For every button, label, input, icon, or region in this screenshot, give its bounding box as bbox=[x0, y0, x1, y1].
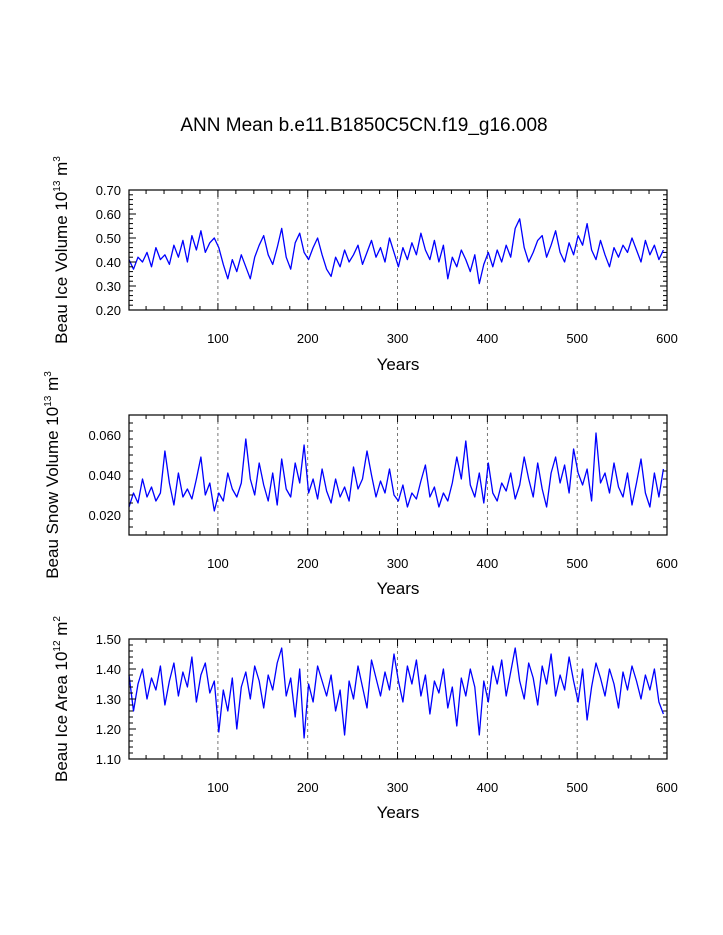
x-tick-label: 300 bbox=[387, 556, 409, 571]
y-axis-title: Beau Snow Volume 1013 m3 bbox=[43, 371, 62, 579]
x-axis-title: Years bbox=[377, 803, 420, 822]
y-tick-label: 1.10 bbox=[96, 752, 121, 767]
y-tick-label: 1.50 bbox=[96, 632, 121, 647]
x-tick-label: 100 bbox=[207, 556, 229, 571]
y-tick-label: 0.50 bbox=[96, 231, 121, 246]
x-tick-label: 400 bbox=[477, 556, 499, 571]
panel-beau-snow-volume: Years Beau Snow Volume 1013 m3 100 200 300… bbox=[43, 371, 678, 598]
x-tick-label: 400 bbox=[477, 780, 499, 795]
y-tick-label: 1.40 bbox=[96, 662, 121, 677]
y-tick-label: 0.060 bbox=[88, 428, 121, 443]
x-tick-label: 600 bbox=[656, 780, 678, 795]
plot-frame bbox=[128, 638, 668, 760]
series-line bbox=[128, 218, 664, 285]
x-tick-label: 400 bbox=[477, 331, 499, 346]
y-axis-title: Beau Ice Volume 1013 m3 bbox=[52, 156, 71, 344]
x-tick-label: 600 bbox=[656, 331, 678, 346]
figure-title: ANN Mean b.e11.B1850C5CN.f19_g16.008 bbox=[180, 115, 547, 136]
y-tick-label: 0.70 bbox=[96, 183, 121, 198]
x-axis-title: Years bbox=[377, 579, 420, 598]
y-axis-title: Beau Ice Area 1012 m2 bbox=[52, 616, 71, 782]
panel-beau-ice-volume: Years Beau Ice Volume 1013 m3 100 200 300 4… bbox=[52, 156, 678, 374]
x-tick-label: 200 bbox=[297, 556, 319, 571]
y-tick-label: 0.60 bbox=[96, 207, 121, 222]
plot-frame bbox=[128, 414, 668, 536]
y-tick-label: 1.30 bbox=[96, 692, 121, 707]
series-line bbox=[128, 432, 665, 512]
x-tick-label: 200 bbox=[297, 780, 319, 795]
x-tick-label: 500 bbox=[566, 331, 588, 346]
x-tick-label: 100 bbox=[207, 331, 229, 346]
y-tick-label: 0.20 bbox=[96, 303, 121, 318]
x-tick-label: 500 bbox=[566, 780, 588, 795]
series-line bbox=[128, 647, 665, 739]
x-tick-label: 100 bbox=[207, 780, 229, 795]
x-tick-label: 600 bbox=[656, 556, 678, 571]
y-tick-label: 0.30 bbox=[96, 279, 121, 294]
x-tick-label: 300 bbox=[387, 331, 409, 346]
panel-beau-ice-area: Years Beau Ice Area 1012 m2 100 200 300 400… bbox=[52, 616, 678, 822]
plot-frame bbox=[128, 189, 668, 311]
y-tick-label: 0.40 bbox=[96, 255, 121, 270]
x-axis-title: Years bbox=[377, 355, 420, 374]
y-tick-label: 1.20 bbox=[96, 722, 121, 737]
x-tick-label: 200 bbox=[297, 331, 319, 346]
x-tick-label: 500 bbox=[566, 556, 588, 571]
y-tick-label: 0.020 bbox=[88, 508, 121, 523]
y-tick-label: 0.040 bbox=[88, 468, 121, 483]
x-tick-label: 300 bbox=[387, 780, 409, 795]
